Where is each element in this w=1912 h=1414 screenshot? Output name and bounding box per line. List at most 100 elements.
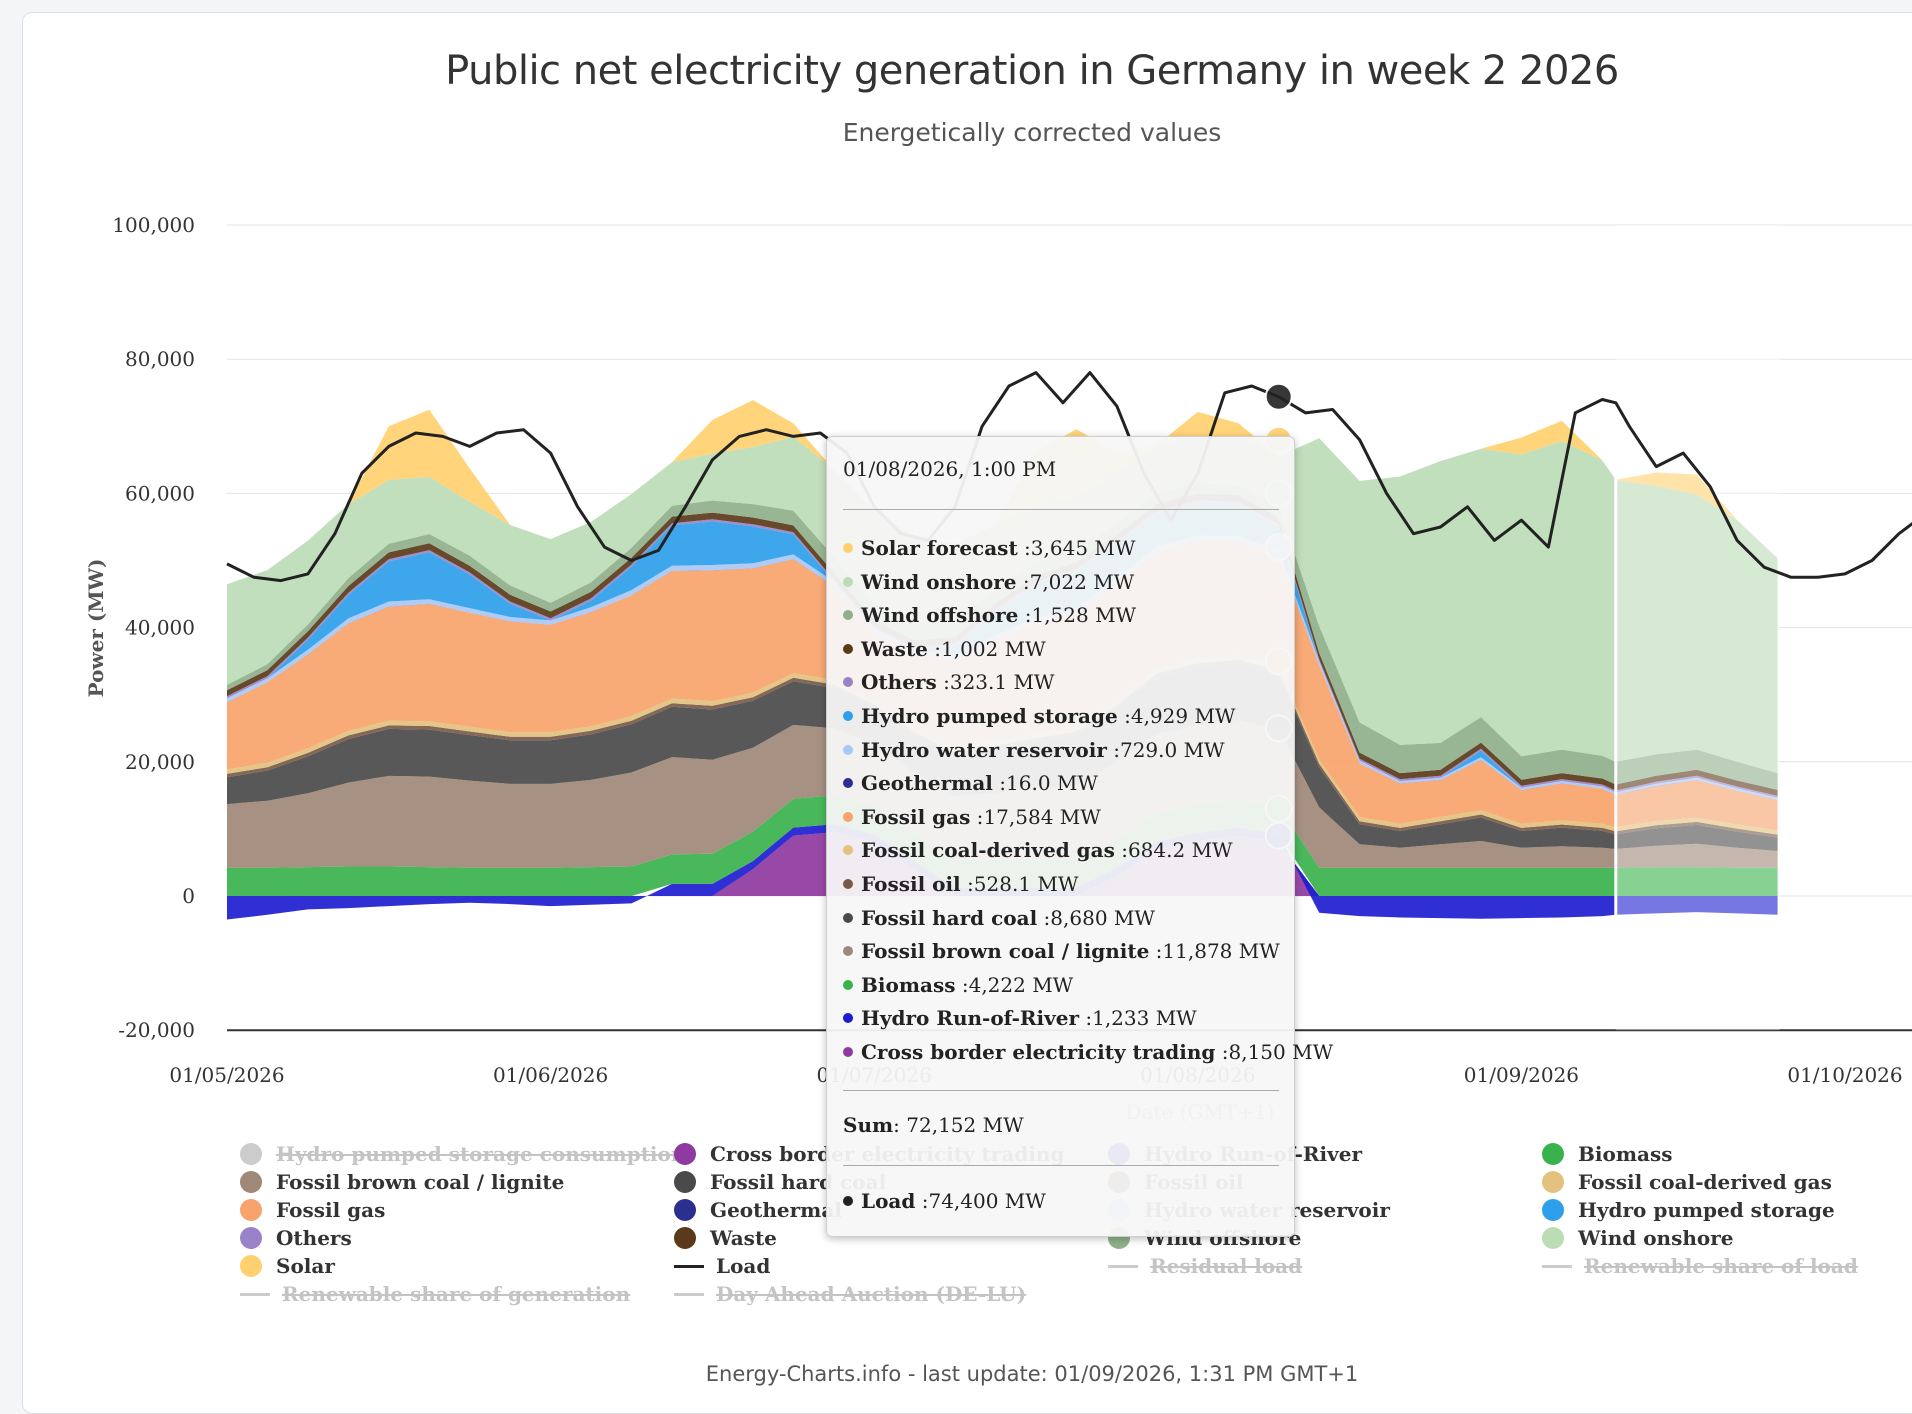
tooltip-row: Wind onshore : 7,022 MW	[843, 569, 1134, 595]
legend-label: Geothermal	[710, 1198, 842, 1222]
tooltip-series-name: Fossil gas	[861, 804, 971, 829]
legend-label: Waste	[710, 1226, 777, 1250]
tooltip-series-name: Hydro Run-of-River	[861, 1006, 1079, 1031]
tooltip-dot	[843, 543, 853, 553]
legend-label: Fossil coal-derived gas	[1578, 1170, 1832, 1194]
legend-item-others[interactable]: Others	[240, 1224, 352, 1252]
tooltip-dot	[843, 879, 853, 889]
y-tick-label: 20,000	[125, 750, 195, 774]
tooltip-row: Fossil hard coal : 8,680 MW	[843, 905, 1155, 931]
hover-marker	[1264, 382, 1293, 411]
legend-item-geothermal[interactable]: Geothermal	[674, 1196, 842, 1224]
tooltip-dot	[843, 778, 853, 789]
tooltip-row: Hydro pumped storage : 4,929 MW	[843, 703, 1236, 729]
tooltip-dot	[843, 1013, 853, 1024]
x-tick-label: 01/05/2026	[169, 1063, 284, 1087]
tooltip-series-value: 1,002 MW	[941, 636, 1046, 661]
tooltip-dot	[843, 979, 853, 990]
tooltip-row: Geothermal : 16.0 MW	[843, 770, 1098, 796]
y-tick-label: -20,000	[118, 1018, 195, 1042]
legend-dot-icon	[674, 1143, 696, 1165]
tooltip-load-dot	[843, 1196, 853, 1206]
chart-title: Public net electricity generation in Ger…	[445, 48, 1619, 94]
tooltip-series-name: Biomass	[861, 972, 956, 997]
legend-item-hydro-pumped-storage[interactable]: Hydro pumped storage	[1542, 1196, 1835, 1224]
legend-dot-icon	[240, 1255, 262, 1277]
tooltip-date: 01/08/2026, 1:00 PM	[843, 457, 1057, 481]
legend-item-waste[interactable]: Waste	[674, 1224, 777, 1252]
legend-label: Solar	[276, 1254, 335, 1278]
legend-line-icon	[674, 1292, 704, 1296]
legend-item-wind-onshore[interactable]: Wind onshore	[1542, 1224, 1733, 1252]
tooltip-series-value: 7,022 MW	[1029, 569, 1135, 594]
x-tick-label: 01/10/2026	[1787, 1063, 1902, 1087]
tooltip-series-name: Fossil brown coal / lignite	[861, 939, 1150, 964]
tooltip-load-label: Load	[861, 1189, 916, 1213]
tooltip-row: Biomass : 4,222 MW	[843, 972, 1073, 998]
tooltip-row: Fossil oil : 528.1 MW	[843, 871, 1078, 897]
legend-item-fossil-coal-derived-gas[interactable]: Fossil coal-derived gas	[1542, 1168, 1832, 1196]
tooltip-series-value: 528.1 MW	[973, 872, 1079, 896]
legend-dot-icon	[674, 1171, 696, 1193]
tooltip-series-value: 4,929 MW	[1130, 704, 1236, 728]
legend-item-biomass[interactable]: Biomass	[1542, 1140, 1672, 1168]
legend-label: Fossil gas	[276, 1198, 386, 1222]
legend-dot-icon	[240, 1171, 262, 1193]
legend-line-icon	[674, 1264, 704, 1268]
tooltip-dot	[843, 711, 853, 721]
legend-item-renewable-share-of-generation[interactable]: Renewable share of generation	[240, 1280, 630, 1308]
tooltip-divider	[843, 509, 1279, 510]
tooltip-series-value: 11,878 MW	[1162, 939, 1280, 964]
tooltip-series-value: 4,222 MW	[968, 972, 1074, 997]
legend-label: Wind onshore	[1578, 1226, 1734, 1250]
tooltip-series-name: Wind offshore	[861, 603, 1019, 628]
tooltip-row: Hydro Run-of-River : 1,233 MW	[843, 1005, 1197, 1031]
legend-label: Residual load	[1150, 1254, 1303, 1278]
legend-dot-icon	[1542, 1171, 1564, 1193]
y-tick-label: 60,000	[125, 481, 195, 505]
tooltip-sum-value: 72,152 MW	[906, 1113, 1024, 1137]
legend-dot-icon	[674, 1227, 696, 1249]
forecast-overlay	[1615, 225, 1780, 1031]
tooltip-series-value: 8,150 MW	[1228, 1040, 1334, 1064]
hover-tooltip: 01/08/2026, 1:00 PM Solar forecast : 3,6…	[826, 436, 1333, 1237]
legend-label: Biomass	[1578, 1142, 1673, 1166]
tooltip-row: Cross border electricity trading : 8,150…	[843, 1039, 1333, 1065]
area-wind-onshore	[227, 436, 1778, 774]
x-tick-label: 01/06/2026	[493, 1063, 608, 1087]
legend-item-solar[interactable]: Solar	[240, 1252, 335, 1280]
tooltip-row: Fossil brown coal / lignite : 11,878 MW	[843, 938, 1280, 964]
tooltip-dot	[843, 677, 853, 688]
legend-label: Others	[276, 1226, 352, 1250]
legend-label: Renewable share of generation	[282, 1282, 631, 1306]
y-tick-label: 100,000	[112, 213, 195, 237]
legend-item-fossil-brown-coal-lignite[interactable]: Fossil brown coal / lignite	[240, 1168, 564, 1196]
legend-dot-icon	[1542, 1199, 1564, 1221]
legend-item-renewable-share-of-load[interactable]: Renewable share of load	[1542, 1252, 1858, 1280]
tooltip-series-name: Hydro pumped storage	[861, 704, 1118, 728]
tooltip-dot	[843, 610, 853, 621]
tooltip-series-value: 1,233 MW	[1092, 1006, 1197, 1031]
y-tick-label: 0	[182, 884, 195, 908]
legend-dot-icon	[240, 1143, 262, 1165]
tooltip-series-value: 17,584 MW	[983, 804, 1101, 829]
legend-item-fossil-gas[interactable]: Fossil gas	[240, 1196, 385, 1224]
legend-dot-icon	[240, 1227, 262, 1249]
y-tick-label: 40,000	[125, 616, 195, 640]
tooltip-dot	[843, 811, 853, 822]
legend-item-residual-load[interactable]: Residual load	[1108, 1252, 1302, 1280]
tooltip-dot	[843, 912, 853, 923]
legend-item-day-ahead-auction-de-lu[interactable]: Day Ahead Auction (DE-LU)	[674, 1280, 1026, 1308]
legend-label: Hydro pumped storage consumption	[276, 1142, 686, 1166]
legend-dot-icon	[1542, 1227, 1564, 1249]
tooltip-series-value: 3,645 MW	[1030, 536, 1136, 560]
legend-dot-icon	[674, 1199, 696, 1221]
tooltip-load: Load : 74,400 MW	[843, 1188, 1046, 1214]
tooltip-series-name: Fossil coal-derived gas	[861, 838, 1115, 863]
legend-item-hydro-pumped-storage-consumption[interactable]: Hydro pumped storage consumption	[240, 1140, 685, 1168]
tooltip-dot	[843, 643, 853, 654]
tooltip-row: Fossil coal-derived gas : 684.2 MW	[843, 837, 1233, 863]
tooltip-series-name: Cross border electricity trading	[861, 1040, 1216, 1064]
tooltip-series-name: Fossil hard coal	[861, 905, 1038, 930]
legend-item-load[interactable]: Load	[674, 1252, 770, 1280]
